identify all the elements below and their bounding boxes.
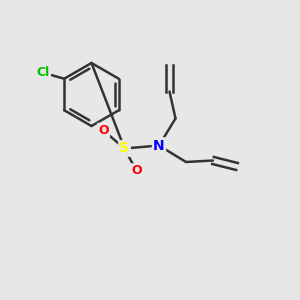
Text: Cl: Cl <box>37 66 50 79</box>
Text: O: O <box>98 124 109 137</box>
Text: O: O <box>131 164 142 178</box>
Text: N: N <box>153 139 165 152</box>
Text: S: S <box>119 142 130 155</box>
